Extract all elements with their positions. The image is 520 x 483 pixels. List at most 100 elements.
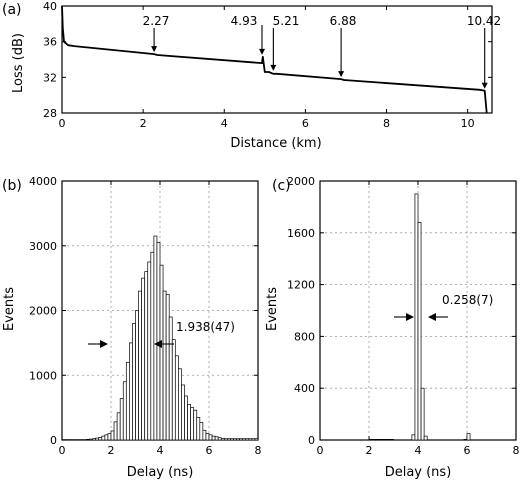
- histogram-bar: [119, 398, 124, 441]
- histogram-bar: [196, 416, 201, 441]
- histogram-bar: [174, 355, 179, 441]
- histogram-bar: [95, 437, 100, 441]
- histogram-bar: [141, 277, 146, 441]
- histogram-bar: [168, 316, 173, 441]
- y-tick-label-b: 3000: [29, 240, 57, 253]
- histogram-bar: [165, 293, 170, 441]
- histogram-bar: [110, 430, 115, 441]
- histogram-bar: [411, 434, 416, 441]
- plot-area-b: [61, 235, 259, 441]
- fwhm-label-b: 1.938(47): [176, 320, 235, 334]
- histogram-bar: [153, 235, 158, 441]
- x-axis-label-b: Delay (ns): [127, 465, 194, 480]
- y-tick-label-c: 800: [294, 330, 315, 343]
- histogram-bar: [217, 437, 222, 441]
- histogram-bar: [92, 438, 97, 441]
- histogram-bar: [220, 438, 225, 441]
- fwhm-arrowhead-left-b: [100, 340, 108, 348]
- histogram-bar: [390, 439, 394, 441]
- histogram-bar: [107, 433, 112, 441]
- y-tick-label-c: 1200: [287, 279, 315, 292]
- panel-label-b: (b): [2, 178, 22, 194]
- histogram-bar: [116, 412, 121, 441]
- x-axis-label-c: Delay (ns): [385, 465, 452, 480]
- histogram-bar: [181, 384, 185, 441]
- histogram-bar: [171, 339, 176, 441]
- histogram-bar: [466, 433, 471, 441]
- x-tick-label-a: 10: [461, 117, 475, 130]
- y-tick-label-b: 4000: [29, 175, 57, 188]
- x-tick-label-b: 0: [59, 444, 66, 457]
- fwhm-arrowhead-right-b: [154, 340, 162, 348]
- annotation-arrowhead-a: [481, 82, 488, 89]
- x-tick-label-b: 8: [255, 444, 262, 457]
- histogram-bar: [125, 361, 130, 441]
- y-axis-label-b: Events: [2, 287, 17, 331]
- y-axis-label-a: Loss (dB): [11, 33, 26, 93]
- histogram-bar: [178, 368, 182, 441]
- histogram-bar: [223, 438, 228, 441]
- y-tick-label-b: 2000: [29, 305, 57, 318]
- histogram-bar: [205, 433, 210, 441]
- annotation-label-a: 10.42: [467, 14, 501, 28]
- histogram-bar: [239, 438, 244, 441]
- fwhm-label-c: 0.258(7): [442, 293, 493, 307]
- histogram-bar: [138, 290, 142, 441]
- histogram-bar: [135, 310, 139, 441]
- histogram-bar: [101, 435, 106, 441]
- x-tick-label-c: 2: [366, 444, 373, 457]
- histogram-bar: [98, 437, 103, 441]
- histogram-bar: [214, 436, 219, 441]
- axes-a: 0 2 4 6 8 10 28 32 36 40: [43, 0, 493, 130]
- y-tick-label-a: 40: [43, 0, 57, 13]
- y-tick-label-b: 1000: [29, 369, 57, 382]
- annotation-arrowhead-a: [151, 46, 158, 53]
- y-tick-label-c: 2000: [287, 175, 315, 188]
- plot-area-a: 2.27 4.93 5.21 6.88 10.42: [61, 5, 501, 114]
- axes-c: 0 2 4 6 8 0 400 800 1200 1600 2000: [287, 175, 520, 457]
- x-tick-label-b: 4: [157, 444, 164, 457]
- x-axis-label-a: Distance (km): [230, 136, 321, 151]
- panel-b: (b) Events Delay (ns) 0 2 4 6 8 0 1000 2000 3000…: [2, 175, 262, 480]
- x-tick-label-a: 6: [302, 117, 309, 130]
- histogram-bar: [248, 438, 253, 441]
- y-tick-label-c: 0: [308, 434, 315, 447]
- panel-label-a: (a): [2, 2, 22, 18]
- histogram-bar: [387, 439, 391, 441]
- panel-c: (c) Events Delay (ns) 0 2 4 6 8 0 400 800 1200 16…: [265, 175, 520, 480]
- annotation-label-a: 4.93: [231, 14, 258, 28]
- histogram-bar: [374, 439, 379, 441]
- x-tick-label-a: 0: [59, 117, 66, 130]
- x-tick-label-c: 8: [513, 444, 520, 457]
- histogram-bar: [199, 422, 204, 441]
- x-tick-label-a: 2: [140, 117, 147, 130]
- annotation-arrowhead-a: [338, 71, 345, 78]
- x-tick-label-a: 4: [221, 117, 228, 130]
- histogram-bar: [251, 438, 256, 441]
- fwhm-arrowhead-right-c: [428, 313, 436, 321]
- histogram-bar: [236, 438, 240, 441]
- histogram-bar: [104, 434, 109, 441]
- panel-label-c: (c): [272, 178, 291, 194]
- histogram-bar: [227, 438, 231, 441]
- histogram-bar: [113, 421, 118, 441]
- series-line-loss: [61, 5, 488, 114]
- histogram-bar: [202, 429, 207, 441]
- histogram-bar: [420, 387, 425, 441]
- histogram-bar: [150, 251, 155, 441]
- y-tick-label-c: 1600: [287, 227, 315, 240]
- histogram-bar: [233, 438, 237, 441]
- histogram-bar: [193, 409, 198, 441]
- axes-frame-a: [61, 5, 493, 114]
- histogram-bar: [184, 395, 188, 441]
- histogram-bar: [147, 261, 152, 441]
- annotation-label-a: 5.21: [273, 14, 300, 28]
- histogram-bar: [144, 271, 149, 441]
- annotation-arrowhead-a: [258, 48, 265, 55]
- histogram-bar: [242, 438, 247, 441]
- histogram-bar: [383, 439, 388, 441]
- annotation-label-a: 6.88: [330, 14, 357, 28]
- histogram-bar: [86, 439, 90, 441]
- histogram-bar: [254, 438, 259, 441]
